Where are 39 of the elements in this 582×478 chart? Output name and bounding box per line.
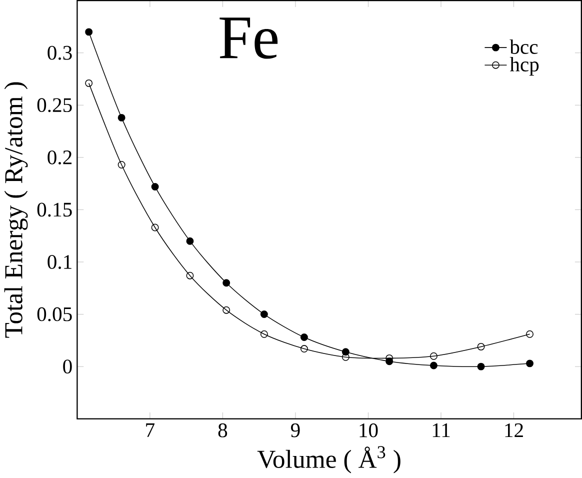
point <box>526 360 534 368</box>
point <box>85 80 93 88</box>
y-axis-title: Total Energy ( Ry/atom ) <box>4 82 28 338</box>
y-tick-label: 0 <box>63 360 72 374</box>
point <box>526 330 534 338</box>
point <box>477 343 485 351</box>
y-tick-label: 0.1 <box>48 255 72 270</box>
point <box>477 363 485 371</box>
point <box>430 362 438 370</box>
legend-label: hcp <box>510 57 539 76</box>
point <box>186 238 194 246</box>
point <box>300 334 308 342</box>
point <box>85 28 93 36</box>
point <box>151 183 159 191</box>
x-axis-title: Volume ( Å$^{3}$ ) <box>257 446 400 474</box>
point <box>260 310 268 318</box>
x-tick-label: 8 <box>218 424 228 438</box>
x-tick-label: 7 <box>146 424 155 438</box>
point <box>222 279 230 287</box>
y-tick-label: 0.3 <box>48 46 72 60</box>
point <box>151 224 159 232</box>
point <box>118 161 126 169</box>
point <box>430 352 438 360</box>
annotation: Fe <box>220 18 278 59</box>
point <box>300 345 308 353</box>
point <box>260 330 268 338</box>
legend-label: bcc <box>510 40 538 54</box>
y-tick-label: 0.05 <box>37 308 72 322</box>
x-tick-label: 11 <box>432 424 450 438</box>
y-tick-label: 0.25 <box>37 98 72 112</box>
x-tick-label: 12 <box>505 424 523 438</box>
point <box>186 272 194 280</box>
x-tick-label: 9 <box>290 424 300 438</box>
point <box>222 306 230 314</box>
x-tick-label: 10 <box>360 424 378 438</box>
y-tick-label: 0.15 <box>37 202 72 217</box>
y-tick-label: 0.2 <box>48 150 72 165</box>
point <box>118 114 126 122</box>
point <box>342 354 350 362</box>
